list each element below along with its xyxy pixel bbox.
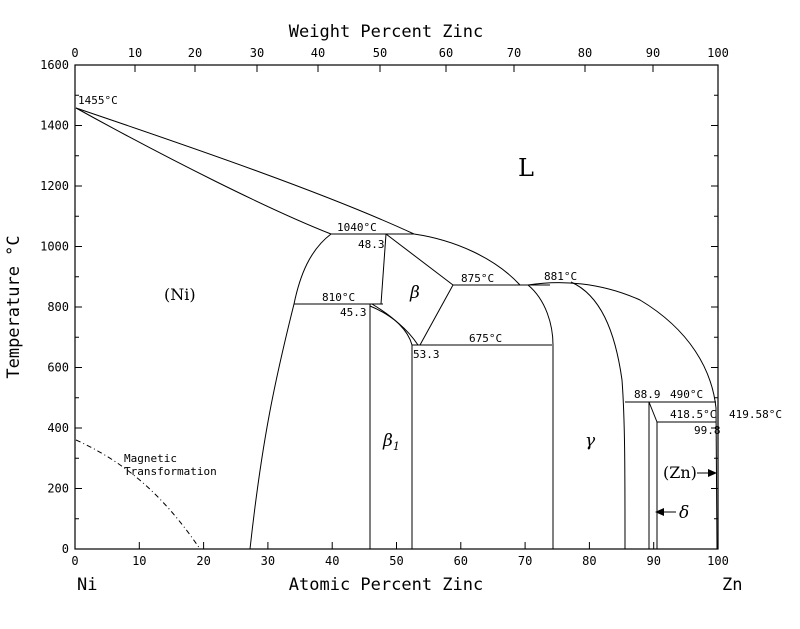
x-bottom-tick-label: 80 xyxy=(582,554,596,568)
left-element-label: Ni xyxy=(77,575,97,595)
right-element-label: Zn xyxy=(722,575,742,595)
composition-88-9-label: 88.9 xyxy=(634,388,661,401)
magnetic-label-line1: Magnetic xyxy=(124,452,177,465)
phase-beta-label: β xyxy=(409,283,420,303)
x-bottom-tick-label: 0 xyxy=(71,554,78,568)
magnetic-transformation-curve xyxy=(75,439,201,550)
ni-melting-label: 1455°C xyxy=(78,94,118,107)
x-top-tick-label: 100 xyxy=(707,46,729,60)
x-top-tick-label: 30 xyxy=(250,46,264,60)
y-tick-label: 1600 xyxy=(40,58,69,72)
liquidus-gamma xyxy=(527,282,717,409)
x-bottom-tick-label: 40 xyxy=(325,554,339,568)
phase-zn-label: (Zn) xyxy=(663,463,697,482)
phase-gamma-label: γ xyxy=(585,431,596,451)
beta-left xyxy=(380,233,387,305)
x-top-tick-label: 20 xyxy=(188,46,202,60)
y-tick-label: 200 xyxy=(47,482,69,496)
liquidus-beta xyxy=(413,233,521,286)
x-top-tick-label: 10 xyxy=(128,46,142,60)
isotherm-810-label: 810°C xyxy=(322,291,355,304)
zn-solvus xyxy=(715,407,718,550)
y-tick-label: 1200 xyxy=(40,179,69,193)
beta-right-upper xyxy=(385,233,454,286)
y-tick-label: 0 xyxy=(62,542,69,556)
ni-solvus-lower xyxy=(249,303,295,550)
phase-ni-label: (Ni) xyxy=(164,285,196,304)
phase-beta1-subscript: 1 xyxy=(393,440,400,453)
beta-right-lower xyxy=(419,284,454,346)
y-axis-title: Temperature °C xyxy=(4,235,24,378)
composition-45-3-label: 45.3 xyxy=(340,306,367,319)
x-top-tick-label: 60 xyxy=(439,46,453,60)
y-tick-label: 800 xyxy=(47,300,69,314)
composition-48-3-label: 48.3 xyxy=(358,238,385,251)
isotherm-881-label: 881°C xyxy=(544,270,577,283)
liquidus-ni xyxy=(75,107,415,235)
x-top-tick-label: 50 xyxy=(373,46,387,60)
zn-melting-label: 419.58°C xyxy=(729,408,782,421)
beta1-curve-1 xyxy=(369,305,419,346)
x-bottom-tick-label: 10 xyxy=(132,554,146,568)
x-bottom-tick-label: 30 xyxy=(261,554,275,568)
phase-boundaries xyxy=(75,107,718,550)
magnetic-label-line2: Transformation xyxy=(124,465,217,478)
phase-liquid-label: L xyxy=(518,154,534,182)
bottom-axis-title: Atomic Percent Zinc xyxy=(289,575,483,595)
composition-53-3-label: 53.3 xyxy=(413,348,440,361)
isotherm-418-label: 418.5°C xyxy=(670,408,716,421)
ni-solvus-upper xyxy=(293,233,332,305)
isotherm-1040-label: 1040°C xyxy=(337,221,377,234)
x-top-tick-label: 40 xyxy=(311,46,325,60)
beta1-curve-2 xyxy=(371,303,413,346)
delta-arrow-head xyxy=(655,508,664,516)
x-top-tick-label: 0 xyxy=(71,46,78,60)
x-top-tick-label: 90 xyxy=(646,46,660,60)
composition-99-8-label: 99.8 xyxy=(694,424,721,437)
y-tick-label: 1000 xyxy=(40,240,69,254)
isotherm-490-label: 490°C xyxy=(670,388,703,401)
delta-step xyxy=(648,401,658,423)
x-bottom-tick-label: 70 xyxy=(518,554,532,568)
x-top-tick-label: 80 xyxy=(578,46,592,60)
top-axis-title: Weight Percent Zinc xyxy=(289,22,483,42)
y-tick-label: 400 xyxy=(47,421,69,435)
gamma-right xyxy=(570,281,626,550)
solidus-ni xyxy=(75,107,332,235)
y-tick-label: 1400 xyxy=(40,119,69,133)
phase-beta1-label: β1 xyxy=(382,431,400,453)
x-bottom-tick-label: 90 xyxy=(646,554,660,568)
x-bottom-tick-label: 20 xyxy=(196,554,210,568)
x-bottom-tick-label: 60 xyxy=(454,554,468,568)
x-bottom-tick-label: 100 xyxy=(707,554,729,568)
y-tick-label: 600 xyxy=(47,361,69,375)
phase-delta-label: δ xyxy=(679,503,689,523)
x-top-tick-label: 70 xyxy=(507,46,521,60)
isotherm-675-label: 675°C xyxy=(469,332,502,345)
phase-beta1-symbol: β xyxy=(382,431,393,451)
isotherm-875-label: 875°C xyxy=(461,272,494,285)
gamma-left xyxy=(527,284,554,549)
x-bottom-tick-label: 50 xyxy=(389,554,403,568)
zn-arrow-head xyxy=(708,469,717,477)
